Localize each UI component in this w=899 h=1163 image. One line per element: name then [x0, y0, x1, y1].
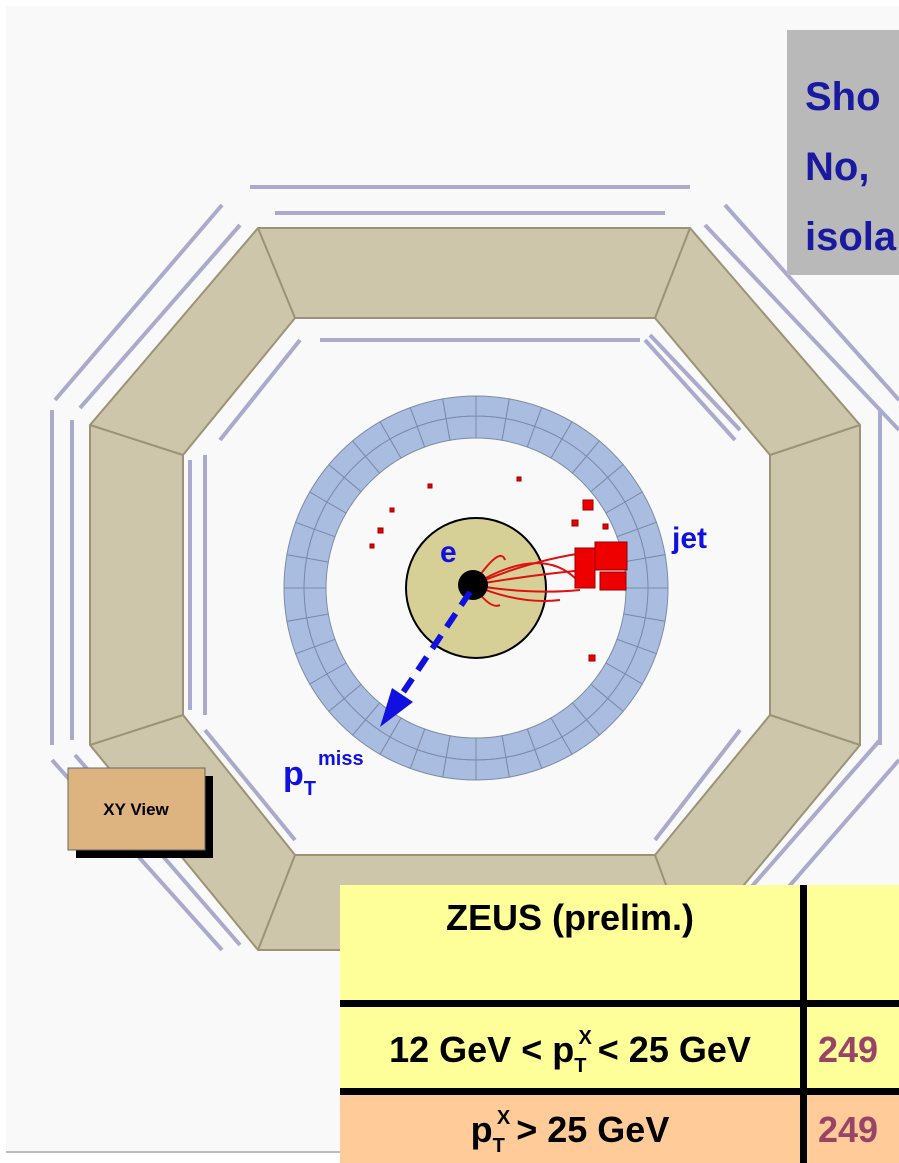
cut-post: > 25 GeV: [516, 1109, 669, 1150]
electron-label: e: [440, 536, 457, 569]
cut-sub: T: [574, 1055, 586, 1077]
cut-sup: X: [497, 1107, 511, 1129]
cal-cell: [446, 736, 476, 760]
cal-cell: [304, 588, 328, 618]
cal-cell: [284, 555, 307, 588]
page: e jet pTmiss ShoNo,isola XY View ZEUS (p…: [0, 0, 899, 1163]
cal-cell: [476, 396, 509, 419]
cal-cell: [443, 757, 476, 780]
row-value: 249: [818, 1109, 878, 1150]
cal-cell: [476, 736, 506, 760]
jet-label: jet: [671, 522, 707, 555]
cut-pre: 12 GeV < p: [389, 1029, 574, 1070]
cal-cell: [476, 416, 506, 440]
callout-line: No,: [805, 145, 869, 189]
cal-cell: [645, 588, 668, 621]
cut-sub: T: [493, 1135, 505, 1157]
table-header: ZEUS (prelim.): [446, 897, 694, 938]
cal-cell: [446, 416, 476, 440]
base: p: [283, 755, 304, 793]
cut-pre: p: [471, 1109, 493, 1150]
cal-cell: [443, 396, 476, 419]
cal-cell: [624, 588, 648, 618]
row-value: 249: [818, 1029, 878, 1070]
callout-line: Sho: [805, 75, 881, 119]
cal-cell: [476, 757, 509, 780]
callout-line: isola: [805, 215, 897, 259]
cal-cell: [304, 558, 328, 588]
cut-sup: X: [578, 1027, 592, 1049]
cal-cell: [645, 555, 668, 588]
sup: miss: [318, 748, 364, 770]
cut-post: < 25 GeV: [598, 1029, 751, 1070]
vertex: [458, 570, 488, 600]
slide: e jet pTmiss ShoNo,isola XY View ZEUS (p…: [0, 0, 899, 1163]
button-label[interactable]: XY View: [103, 800, 169, 819]
row-cut: 12 GeV < pTX < 25 GeV: [389, 1027, 751, 1077]
cal-cell: [284, 588, 307, 621]
sub: T: [304, 778, 316, 800]
